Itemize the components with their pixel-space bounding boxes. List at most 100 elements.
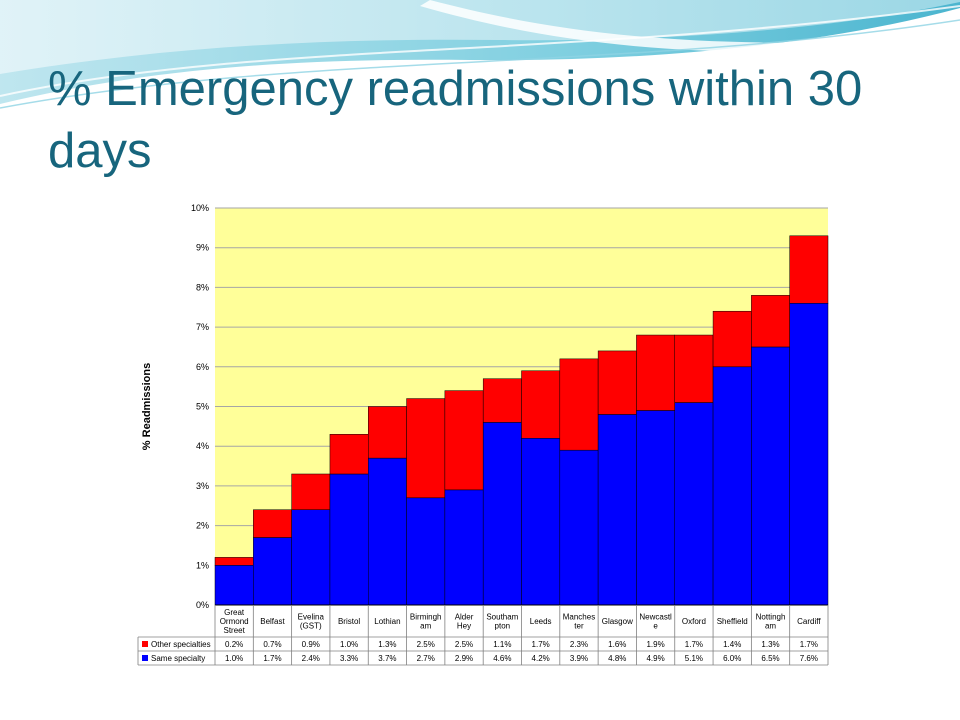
bar-same-specialty (214, 565, 254, 606)
bar-same-specialty (521, 438, 561, 606)
x-category-label: Great (224, 608, 245, 617)
x-category-label: am (765, 622, 776, 631)
data-label-other-specialties: 0.2% (225, 640, 243, 649)
bar-same-specialty (559, 449, 599, 606)
x-category-label: Lothian (374, 617, 400, 626)
x-category-label: Leeds (530, 617, 552, 626)
y-tick-label: 9% (196, 243, 209, 253)
y-tick-label: 7% (196, 322, 209, 332)
bar-same-specialty (674, 402, 714, 606)
x-category-label: Oxford (682, 617, 706, 626)
data-label-same-specialty: 2.9% (455, 654, 473, 663)
data-label-same-specialty: 4.9% (646, 654, 664, 663)
bar-other-specialties (253, 509, 292, 538)
data-label-same-specialty: 7.6% (800, 654, 818, 663)
bar-other-specialties (329, 434, 369, 475)
bar-other-specialties (214, 557, 254, 566)
legend-label-same-specialty: Same specialty (151, 654, 205, 663)
y-tick-label: 3% (196, 481, 209, 491)
bar-other-specialties (559, 358, 599, 451)
data-label-other-specialties: 1.4% (723, 640, 741, 649)
data-label-other-specialties: 1.6% (608, 640, 626, 649)
data-label-same-specialty: 4.2% (532, 654, 550, 663)
data-label-same-specialty: 4.6% (493, 654, 511, 663)
data-label-same-specialty: 3.3% (340, 654, 358, 663)
y-tick-label: 5% (196, 402, 209, 412)
x-category-label: Ormond (220, 617, 249, 626)
x-category-label: Sheffield (717, 617, 748, 626)
bar-same-specialty (329, 473, 369, 606)
y-tick-label: 4% (196, 441, 209, 451)
data-label-other-specialties: 1.3% (378, 640, 396, 649)
data-label-same-specialty: 1.0% (225, 654, 243, 663)
x-category-label: Hey (457, 622, 471, 631)
data-label-same-specialty: 6.0% (723, 654, 741, 663)
bar-other-specialties (636, 334, 675, 411)
bar-other-specialties (368, 406, 407, 459)
bar-other-specialties (521, 370, 561, 439)
data-label-other-specialties: 2.5% (455, 640, 473, 649)
x-category-label: (GST) (300, 622, 322, 631)
bar-same-specialty (444, 489, 484, 606)
slide-title: % Emergency readmissions within 30 days (48, 62, 863, 178)
bar-other-specialties (597, 350, 637, 415)
bar-other-specialties (674, 334, 714, 403)
data-label-other-specialties: 1.3% (761, 640, 779, 649)
data-label-other-specialties: 1.7% (800, 640, 818, 649)
data-label-same-specialty: 4.8% (608, 654, 626, 663)
y-tick-label: 1% (196, 560, 209, 570)
x-category-label: ter (574, 622, 584, 631)
bar-other-specialties (444, 390, 484, 491)
y-tick-label: 6% (196, 362, 209, 372)
stacked-bar-chart: 0% 1% 2% 3% 4% 5% 6% 7% 8% 9% 10% % Readmissions Gre… (128, 200, 832, 666)
bar-same-specialty (751, 346, 790, 606)
x-category-label: Newcastl (639, 613, 672, 622)
x-category-label: Cardiff (797, 617, 821, 626)
x-category-label: Evelina (298, 613, 325, 622)
legend-swatch-other-specialties (142, 641, 148, 647)
y-tick-label: 2% (196, 521, 209, 531)
x-category-label: Birmingh (410, 613, 442, 622)
y-tick-label: 8% (196, 282, 209, 292)
data-label-other-specialties: 2.5% (417, 640, 435, 649)
data-label-same-specialty: 3.9% (570, 654, 588, 663)
legend-swatch-same-specialty (142, 655, 148, 661)
bar-same-specialty (368, 457, 407, 606)
legend-label-other-specialties: Other specialties (151, 640, 211, 649)
bar-other-specialties (482, 378, 522, 423)
bar-same-specialty (789, 303, 829, 606)
bar-same-specialty (597, 414, 637, 606)
data-label-same-specialty: 3.7% (378, 654, 396, 663)
x-category-label: Bristol (338, 617, 360, 626)
data-label-same-specialty: 6.5% (761, 654, 779, 663)
x-category-label: Belfast (260, 617, 285, 626)
data-label-other-specialties: 1.9% (646, 640, 664, 649)
x-category-label: Glasgow (602, 617, 633, 626)
header-swoosh-decoration (0, 0, 960, 109)
bar-same-specialty (253, 537, 292, 606)
data-label-other-specialties: 0.9% (302, 640, 320, 649)
data-label-other-specialties: 1.1% (493, 640, 511, 649)
bar-same-specialty (636, 410, 675, 606)
data-label-other-specialties: 1.7% (685, 640, 703, 649)
y-tick-label: 0% (196, 600, 209, 610)
bar-same-specialty (712, 366, 752, 606)
x-category-label: Manches (563, 613, 595, 622)
x-category-label: Nottingh (756, 613, 786, 622)
bar-other-specialties (789, 235, 829, 304)
bar-other-specialties (751, 295, 790, 348)
data-label-other-specialties: 1.7% (532, 640, 550, 649)
x-category-label: am (420, 622, 431, 631)
bar-same-specialty (291, 509, 331, 606)
bar-same-specialty (482, 422, 522, 606)
data-label-other-specialties: 2.3% (570, 640, 588, 649)
bar-other-specialties (291, 473, 331, 510)
data-label-same-specialty: 5.1% (685, 654, 703, 663)
data-label-same-specialty: 2.7% (417, 654, 435, 663)
data-label-other-specialties: 0.7% (263, 640, 281, 649)
bar-same-specialty (406, 497, 446, 606)
x-category-label: Street (223, 626, 245, 635)
bar-other-specialties (712, 310, 752, 368)
data-label-other-specialties: 1.0% (340, 640, 358, 649)
y-tick-label: 10% (191, 203, 209, 213)
